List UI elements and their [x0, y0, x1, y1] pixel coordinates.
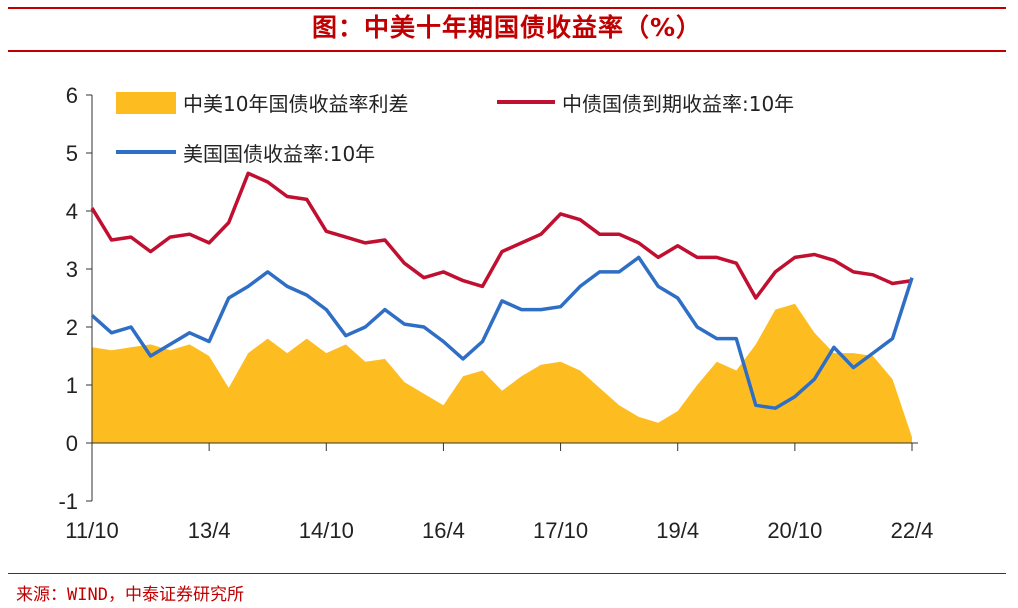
source-rule: [8, 573, 1006, 574]
title-top-rule: [8, 7, 1006, 9]
y-tick-label: 1: [66, 373, 78, 398]
legend-label-cn: 中债国债到期收益率:10年: [562, 92, 794, 116]
legend-swatch-spread: [116, 92, 176, 114]
legend-label-us: 美国国债收益率:10年: [183, 142, 375, 166]
title-bottom-rule: [8, 50, 1006, 52]
y-tick-label: 0: [66, 431, 78, 456]
chart-title: 图：中美十年期国债收益率（%）: [311, 13, 703, 42]
x-tick-label: 14/10: [299, 518, 354, 543]
spread-area: [92, 303, 912, 443]
legend: 中美10年国债收益率利差 中债国债到期收益率:10年 美国国债收益率:10年: [116, 92, 794, 166]
title-bar: 图：中美十年期国债收益率（%）: [8, 0, 1006, 46]
y-tick-label: 2: [66, 315, 78, 340]
x-tick-label: 13/4: [188, 518, 231, 543]
y-tick-label: 5: [66, 141, 78, 166]
x-tick-label: 19/4: [656, 518, 699, 543]
y-tick-label: 6: [66, 83, 78, 108]
chart: 中美10年国债收益率利差 中债国债到期收益率:10年 美国国债收益率:10年 -…: [58, 83, 933, 543]
y-tick-label: 4: [66, 199, 78, 224]
us-yield-line: [90, 255, 914, 410]
x-tick-label: 20/10: [767, 518, 822, 543]
source-note: 来源：WIND，中泰证券研究所: [16, 585, 244, 605]
x-tick-label: 16/4: [422, 518, 465, 543]
plot-area: -1 0 1 2 3 4 5 6 11/10 13/4 14/10 16/4 17/10 19/4 20/1…: [58, 83, 933, 543]
x-tick-label: 17/10: [533, 518, 588, 543]
cn-yield-line: [90, 171, 913, 300]
legend-label-spread: 中美10年国债收益率利差: [183, 92, 408, 116]
x-tick-label: 11/10: [65, 518, 118, 543]
y-tick-label: 3: [66, 257, 78, 282]
x-tick-label: 22/4: [891, 518, 934, 543]
y-tick-label: -1: [58, 489, 78, 514]
